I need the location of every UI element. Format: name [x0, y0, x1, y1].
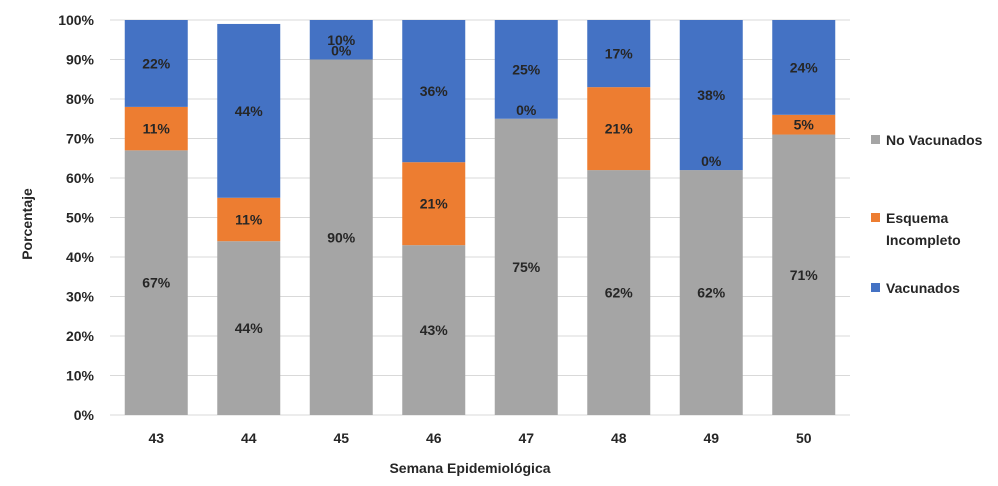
data-label: 90%: [327, 229, 356, 245]
legend-label: Incompleto: [886, 232, 961, 248]
x-tick-label: 44: [241, 430, 257, 446]
bar-segment: [217, 241, 281, 415]
bar-segment: [587, 20, 651, 88]
data-label: 11%: [235, 211, 263, 227]
x-tick-label: 47: [518, 430, 534, 446]
bar-segment: [402, 20, 466, 163]
bar-segment: [679, 20, 743, 171]
data-label: 62%: [605, 285, 634, 301]
data-label: 67%: [142, 275, 171, 291]
data-label: 36%: [420, 83, 449, 99]
data-label: 21%: [605, 121, 634, 137]
data-label: 71%: [790, 267, 819, 283]
y-axis-ticks: 0% 10% 20% 30% 40% 50% 60% 70% 80% 90% 100%: [58, 12, 94, 423]
data-label: 0%: [516, 102, 537, 118]
y-tick-label: 70%: [66, 131, 95, 147]
bar-segment: [402, 245, 466, 415]
legend-label: No Vacunados: [886, 132, 983, 148]
data-label: 0%: [331, 43, 352, 59]
y-tick-label: 20%: [66, 328, 95, 344]
bar-segment: [494, 20, 558, 119]
bar-segment: [124, 106, 188, 151]
bar-segment: [772, 20, 836, 115]
bar-segment: [587, 87, 651, 171]
y-tick-label: 80%: [66, 91, 95, 107]
data-label: 62%: [697, 285, 726, 301]
data-label: 10%: [327, 32, 356, 48]
bar-segment: [587, 170, 651, 415]
bar-segment: [124, 150, 188, 415]
bar-segment: [402, 162, 466, 246]
bar-segment: [494, 118, 558, 415]
data-labels: 67%11%22%44%11%44%90%0%10%43%21%36%75%0%…: [142, 32, 818, 338]
x-tick-label: 50: [796, 430, 812, 446]
data-label: 11%: [143, 121, 171, 137]
bar-segment: [309, 20, 373, 60]
data-label: 22%: [142, 55, 171, 71]
bar-segment: [217, 23, 281, 198]
legend-swatch: [871, 213, 880, 222]
y-axis-title: Porcentaje: [19, 188, 35, 260]
y-tick-label: 50%: [66, 210, 95, 226]
y-tick-label: 100%: [58, 12, 94, 28]
data-label: 17%: [605, 46, 634, 62]
legend: No Vacunados Esquema Incompleto Vacunados: [871, 132, 983, 296]
legend-label: Esquema: [886, 210, 948, 226]
data-label: 44%: [235, 320, 264, 336]
x-tick-label: 45: [333, 430, 349, 446]
x-tick-label: 43: [148, 430, 164, 446]
bar-segment: [309, 59, 373, 415]
data-label: 0%: [701, 153, 722, 169]
bar-segment: [124, 20, 188, 107]
data-label: 38%: [697, 87, 726, 103]
data-label: 44%: [235, 103, 264, 119]
legend-swatch: [871, 283, 880, 292]
bar-segment: [772, 134, 836, 416]
data-label: 43%: [420, 322, 449, 338]
x-axis-ticks: 43 44 45 46 47 48 49 50: [148, 430, 811, 446]
data-label: 24%: [790, 59, 819, 75]
legend-swatch: [871, 135, 880, 144]
x-tick-label: 48: [611, 430, 627, 446]
x-axis-title: Semana Epidemiológica: [389, 460, 550, 476]
data-label: 75%: [512, 259, 541, 275]
data-label: 21%: [420, 196, 449, 212]
bar-segment: [679, 170, 743, 415]
data-label: 5%: [794, 117, 815, 133]
data-label: 25%: [512, 61, 541, 77]
x-tick-label: 49: [703, 430, 719, 446]
y-tick-label: 30%: [66, 289, 95, 305]
y-tick-label: 0%: [74, 407, 95, 423]
bar-segment: [772, 114, 836, 135]
y-tick-label: 40%: [66, 249, 95, 265]
y-tick-label: 60%: [66, 170, 95, 186]
x-tick-label: 46: [426, 430, 442, 446]
bars: [124, 20, 836, 416]
legend-label: Vacunados: [886, 280, 960, 296]
y-tick-label: 10%: [66, 368, 95, 384]
bar-segment: [217, 197, 281, 242]
y-tick-label: 90%: [66, 52, 95, 68]
